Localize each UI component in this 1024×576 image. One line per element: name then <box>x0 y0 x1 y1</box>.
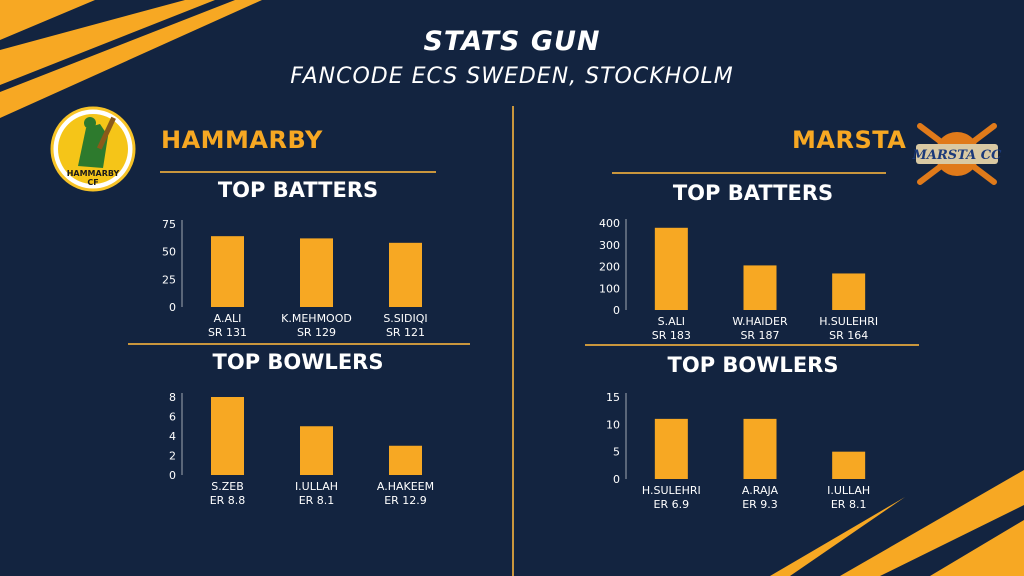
marsta-bowlers-heading: TOP BOWLERS <box>667 353 839 377</box>
bar-iullah <box>300 426 333 475</box>
bar-hsulehri <box>832 273 866 310</box>
bottom-right-stripe-2 <box>930 520 1024 576</box>
x-tick-label: W.HAIDER <box>732 315 788 328</box>
y-tick-label: 200 <box>599 261 620 274</box>
page-subtitle: FANCODE ECS SWEDEN, STOCKHOLM <box>290 64 734 89</box>
top-left-stripe-3 <box>0 0 262 118</box>
hammarby-logo-text-cf: CF <box>87 178 98 187</box>
y-tick-label: 2 <box>169 450 176 463</box>
divider-marsta-mid <box>585 344 919 346</box>
x-tick-label: S.ZEB <box>211 480 244 493</box>
x-tick-label: K.MEHMOOD <box>281 312 352 325</box>
x-tick-sublabel: ER 8.1 <box>299 494 335 507</box>
bar-whaider <box>743 265 777 310</box>
y-tick-label: 0 <box>169 469 176 482</box>
bar-hsulehri <box>654 418 688 479</box>
y-tick-label: 4 <box>169 430 176 443</box>
bar-araja <box>743 418 777 479</box>
y-tick-label: 0 <box>613 473 620 486</box>
divider-hammarby-mid <box>128 343 470 345</box>
x-tick-label: S.ALI <box>658 315 685 328</box>
hammarby-logo-text: HAMMARBY <box>67 169 120 178</box>
y-tick-label: 0 <box>169 301 176 314</box>
divider-hammarby-top <box>160 171 436 173</box>
x-tick-sublabel: ER 12.9 <box>384 494 427 507</box>
y-tick-label: 5 <box>613 446 620 459</box>
x-tick-sublabel: ER 8.1 <box>831 498 867 511</box>
y-tick-label: 50 <box>162 246 176 259</box>
y-tick-label: 300 <box>599 239 620 252</box>
x-tick-sublabel: SR 129 <box>297 326 336 339</box>
x-tick-label: S.SIDIQI <box>383 312 427 325</box>
y-tick-label: 8 <box>169 391 176 404</box>
hammarby-batters-heading: TOP BATTERS <box>217 178 379 202</box>
x-tick-label: H.SULEHRI <box>642 484 701 497</box>
x-tick-sublabel: ER 6.9 <box>654 498 690 511</box>
y-tick-label: 400 <box>599 217 620 230</box>
x-tick-sublabel: SR 164 <box>829 329 868 342</box>
x-tick-label: I.ULLAH <box>827 484 870 497</box>
x-tick-sublabel: SR 187 <box>740 329 779 342</box>
y-tick-label: 10 <box>606 418 620 431</box>
x-tick-label: A.ALI <box>214 312 242 325</box>
y-tick-label: 100 <box>599 282 620 295</box>
bottom-right-stripe-1 <box>840 470 1024 576</box>
center-divider <box>512 106 514 576</box>
bar-aali <box>211 236 244 307</box>
y-tick-label: 0 <box>613 304 620 317</box>
bottom-right-stripe-3 <box>770 497 905 576</box>
x-tick-sublabel: ER 8.8 <box>210 494 246 507</box>
top-left-stripe-1 <box>0 0 95 40</box>
y-tick-label: 75 <box>162 218 176 231</box>
bar-ssidiqi <box>389 242 422 307</box>
top-left-stripe-2 <box>0 0 215 85</box>
x-tick-label: A.HAKEEM <box>377 480 434 493</box>
marsta-logo-text: MARSTA CC <box>912 148 1002 163</box>
x-tick-label: A.RAJA <box>742 484 779 497</box>
y-tick-label: 15 <box>606 391 620 404</box>
x-tick-label: H.SULEHRI <box>819 315 878 328</box>
hammarby-bowlers-heading: TOP BOWLERS <box>212 350 384 374</box>
team-name-hammarby: HAMMARBY <box>161 126 323 154</box>
x-tick-sublabel: SR 121 <box>386 326 425 339</box>
divider-marsta-top <box>612 172 886 174</box>
marsta-logo: MARSTA CC <box>912 123 1002 185</box>
marsta-batters-heading: TOP BATTERS <box>672 181 834 205</box>
y-tick-label: 6 <box>169 411 176 424</box>
y-tick-label: 25 <box>162 273 176 286</box>
bar-szeb <box>211 397 244 475</box>
x-tick-label: I.ULLAH <box>295 480 338 493</box>
x-tick-sublabel: ER 9.3 <box>742 498 778 511</box>
bar-ahakeem <box>389 445 422 475</box>
team-name-marsta: MARSTA <box>792 126 907 154</box>
bar-kmehmood <box>300 238 333 307</box>
page-title: STATS GUN <box>423 26 601 57</box>
bar-iullah <box>832 451 866 479</box>
x-tick-sublabel: SR 131 <box>208 326 247 339</box>
x-tick-sublabel: SR 183 <box>652 329 691 342</box>
bar-sali <box>654 227 688 310</box>
hammarby-logo: HAMMARBY CF <box>50 106 136 192</box>
